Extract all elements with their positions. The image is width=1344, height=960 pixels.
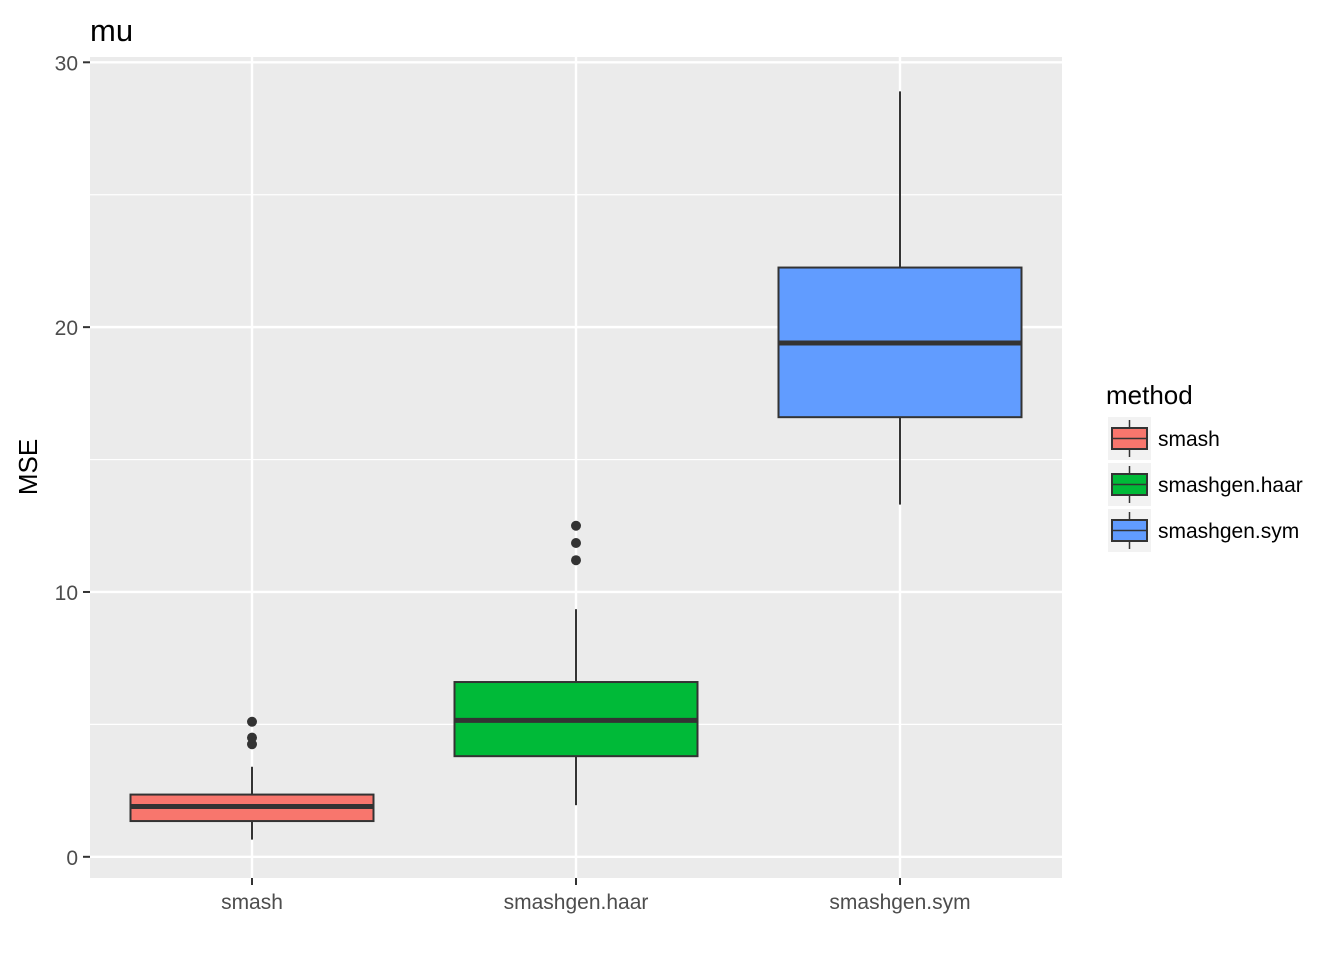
box-smashgen-haar	[453, 520, 699, 806]
outlier-point	[571, 537, 581, 548]
outlier-point	[571, 555, 581, 566]
outlier-point	[571, 520, 581, 531]
legend-title: method	[1106, 380, 1193, 410]
x-tick-label: smash	[221, 891, 283, 914]
y-tick-label: 0	[66, 847, 78, 870]
box-smashgen-sym	[777, 91, 1023, 505]
x-axis: smash smashgen.haar smashgen.sym	[221, 878, 971, 914]
x-tick-label: smashgen.sym	[829, 891, 970, 914]
legend-item-smash: smash	[1108, 417, 1220, 460]
y-tick-label: 20	[55, 317, 78, 340]
boxes	[129, 91, 1023, 840]
legend: smash smashgen.haar smashgen.sym	[1108, 417, 1303, 552]
plot-title: mu	[90, 13, 133, 48]
y-axis: 0 10 20 30	[55, 52, 90, 870]
outlier-point	[247, 716, 257, 727]
x-tick-label: smashgen.haar	[504, 891, 649, 914]
legend-label: smashgen.sym	[1158, 520, 1299, 543]
box-smash	[129, 716, 375, 840]
legend-item-smashgen-sym: smashgen.sym	[1108, 509, 1299, 552]
legend-item-smashgen-haar: smashgen.haar	[1108, 463, 1303, 506]
y-tick-label: 10	[55, 582, 78, 605]
outlier-point	[247, 732, 257, 743]
legend-label: smashgen.haar	[1158, 474, 1303, 497]
y-axis-title: MSE	[13, 439, 43, 495]
legend-label: smash	[1158, 428, 1220, 451]
y-tick-label: 30	[55, 52, 78, 75]
